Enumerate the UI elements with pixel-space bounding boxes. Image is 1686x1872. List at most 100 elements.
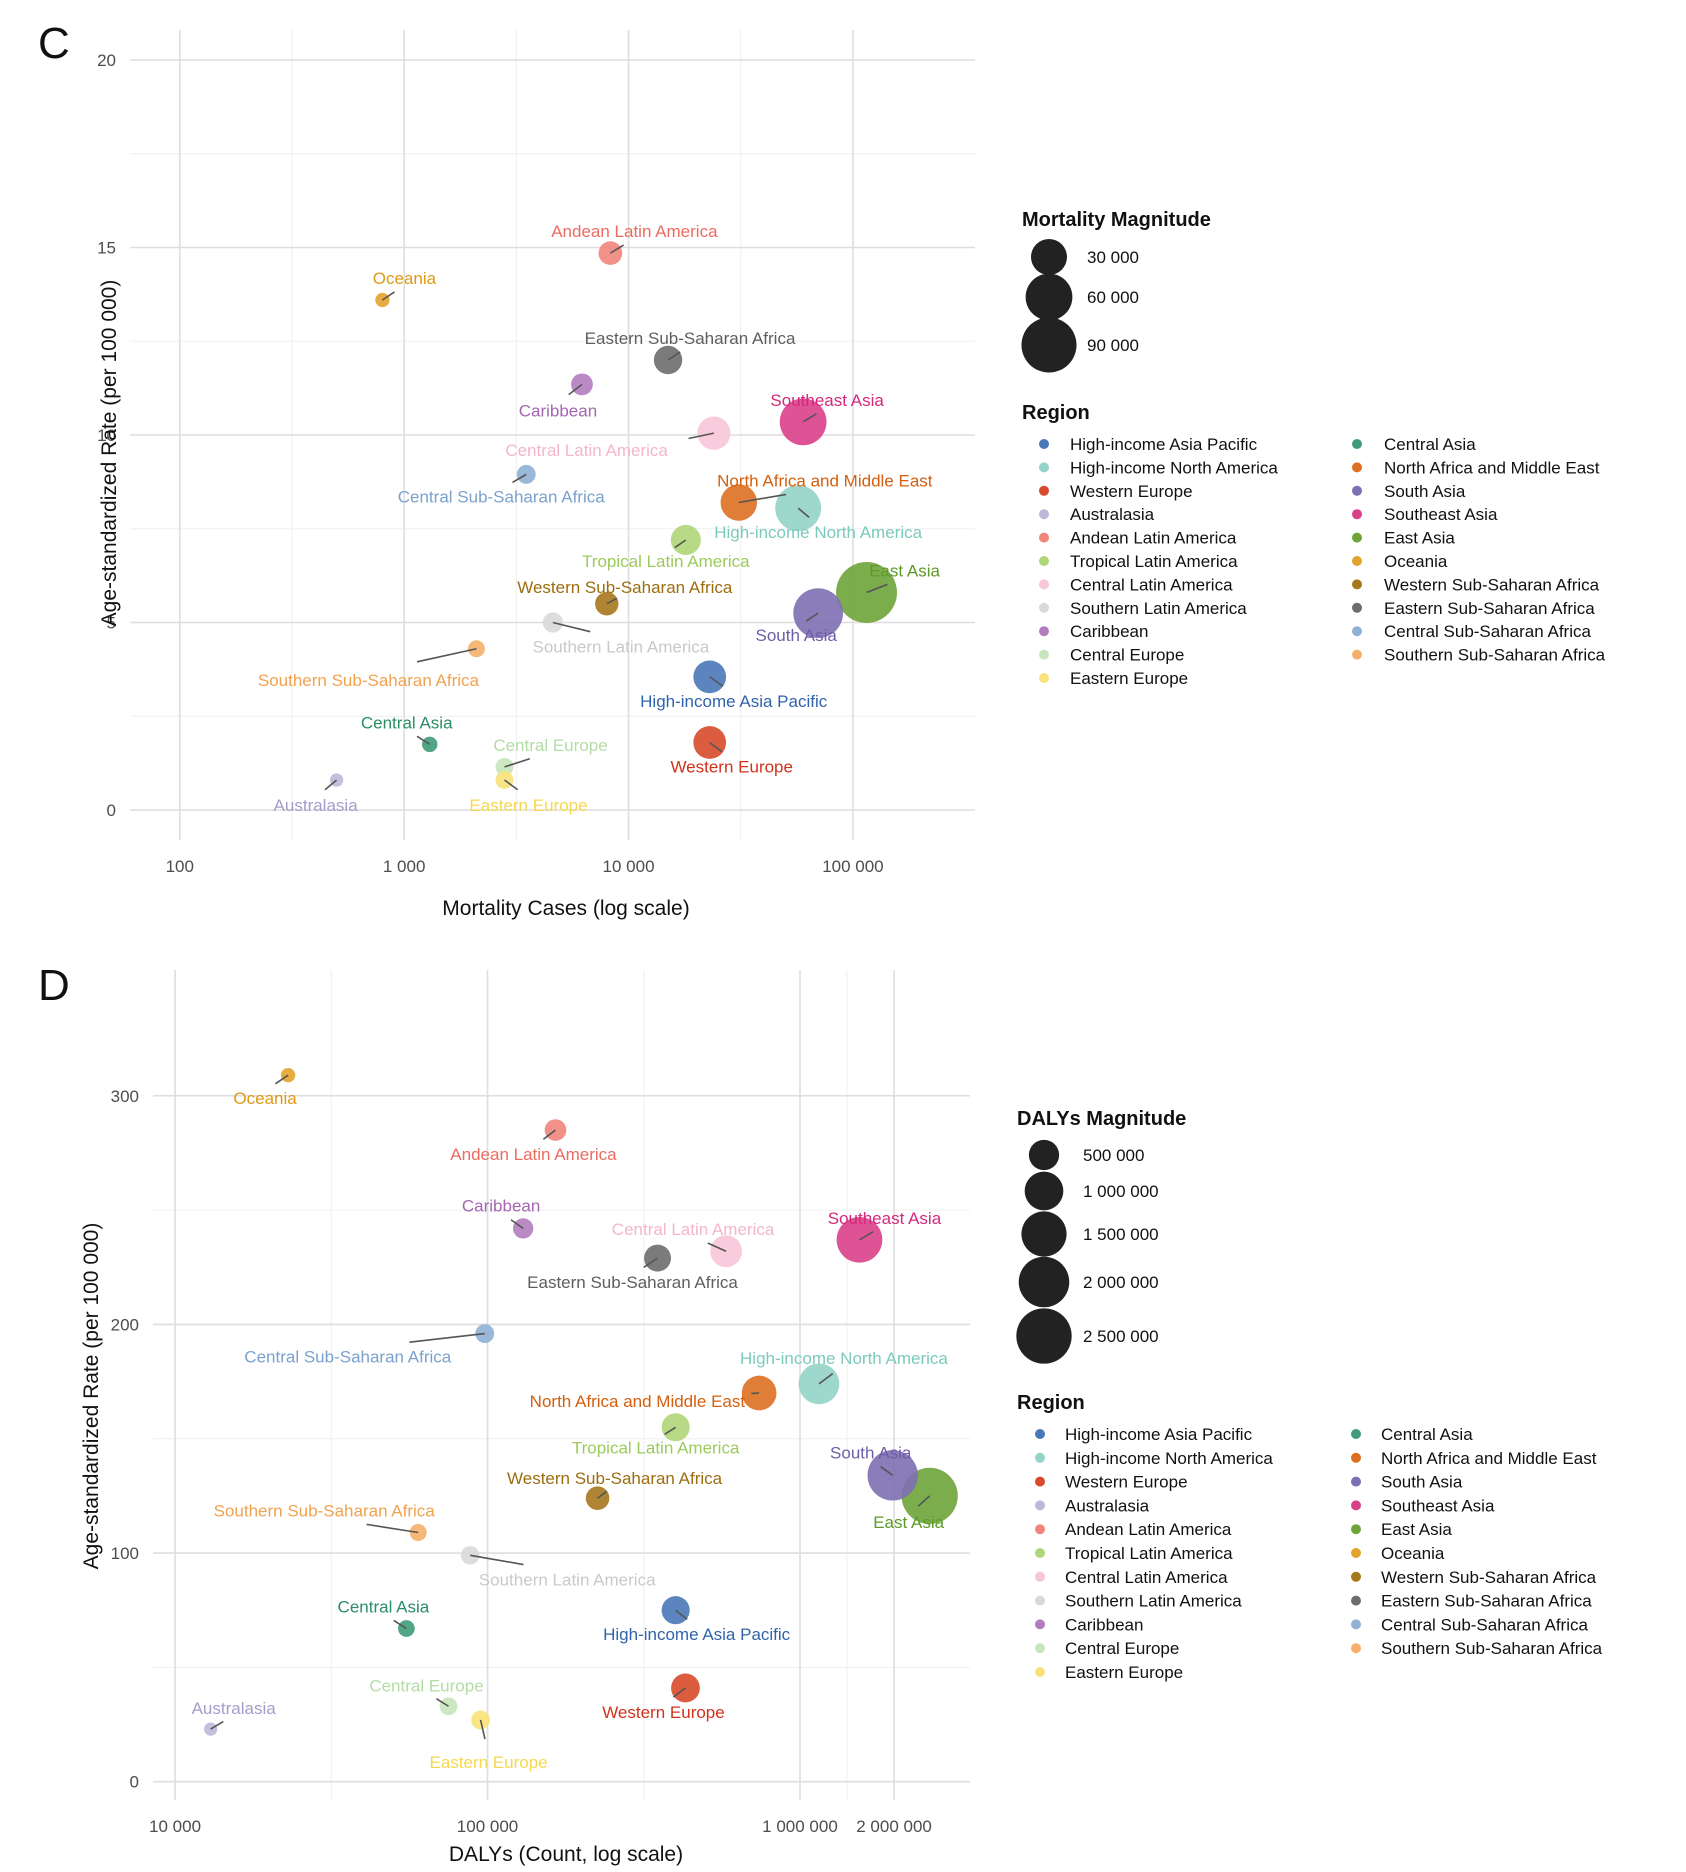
y-axis-title: Age-standardized Rate (per 100 000) [98,280,121,627]
region-legend-key [1035,1452,1045,1463]
region-legend-label: Central Europe [1070,646,1184,665]
leader-line [324,779,338,791]
panel-d: D 0 100 200 300 10 000 100 000 1 000 000 2 000 0… [38,961,1603,1866]
leader-line [393,1619,407,1630]
point-label: Southern Latin America [533,638,710,657]
region-legend-label: Central Asia [1384,435,1476,454]
leader-line [479,1719,486,1740]
region-legend-key [1035,1524,1045,1535]
point-label: Central Latin America [612,1220,775,1239]
leader-line [416,735,431,746]
region-legend-key [1039,509,1049,520]
region-legend-key [1039,626,1049,637]
grid [130,30,975,840]
leader-line [674,539,687,549]
y-tick-label: 0 [130,1773,139,1792]
point-label: Tropical Latin America [572,1438,740,1457]
point-north-africa-and-middle-east [741,1375,777,1411]
point-label: Oceania [233,1089,297,1108]
region-legend-key [1035,1571,1045,1582]
region-legend-label: North Africa and Middle East [1384,458,1600,477]
point-caribbean [571,373,593,396]
region-legend-key [1035,1500,1045,1511]
x-tick-label: 1 000 [383,857,426,876]
region-legend-label: Central Sub-Saharan Africa [1381,1615,1588,1634]
leader-line [274,1074,289,1085]
region-legend-label: Andean Latin America [1070,529,1237,548]
leader-line [707,1242,727,1252]
panel-letter: D [38,961,70,1010]
region-legend-key [1351,1476,1361,1487]
leader-line [381,291,395,301]
leader-line [709,676,724,687]
point-label: Caribbean [519,401,597,420]
region-legend-key [1351,1595,1361,1606]
region-legend-label: Southern Sub-Saharan Africa [1384,646,1606,665]
point-label: High-income Asia Pacific [603,1625,791,1644]
region-legend-label: Oceania [1384,552,1448,571]
leader-line [709,741,723,753]
region-legend-key [1039,439,1049,449]
point-label: Central Asia [361,713,453,732]
point-eastern-europe [471,1710,490,1730]
leader-line [805,612,819,622]
point-label: High-income North America [740,1349,948,1368]
region-legend-key [1351,1643,1361,1654]
region-legend-key [1035,1667,1045,1677]
point-label: Western Europe [670,758,793,777]
leader-line [409,1332,485,1343]
region-legend-key [1351,1571,1361,1582]
x-tick-label: 1 000 000 [762,1817,838,1836]
leader-line [470,1554,524,1566]
point-label: Southeast Asia [770,391,884,410]
point-label: Central Europe [369,1676,483,1695]
leader-line [688,432,715,440]
region-legend-label: Eastern Sub-Saharan Africa [1381,1592,1592,1611]
leader-line [866,583,888,594]
region-legend-key [1039,673,1049,683]
size-legend-label: 1 500 000 [1083,1225,1159,1244]
leader-line [504,758,531,768]
point-oceania [280,1068,296,1083]
leader-line [738,493,787,504]
point-label: Eastern Sub-Saharan Africa [527,1273,738,1292]
point-label: Southern Sub-Saharan Africa [258,671,480,690]
size-legend-key [1016,1308,1072,1364]
region-legend-key [1039,556,1049,566]
point-label: Andean Latin America [450,1145,617,1164]
size-legend-key [1028,1139,1060,1171]
region-legend-label: Caribbean [1065,1615,1143,1634]
region-legend-label: High-income North America [1070,458,1278,477]
point-label: North Africa and Middle East [530,1392,746,1411]
region-legend-key [1035,1619,1045,1630]
point-label: Andean Latin America [551,222,718,241]
region-legend-key [1039,485,1049,496]
size-legend-label: 2 000 000 [1083,1273,1159,1292]
region-legend-label: Central Latin America [1065,1568,1228,1587]
leader-line [416,647,477,663]
grid [153,970,970,1800]
point-label: High-income Asia Pacific [640,692,828,711]
region-legend-key [1035,1595,1045,1606]
size-legend-key [1018,1256,1070,1308]
point-label: East Asia [873,1513,944,1532]
size-legend-title: Mortality Magnitude [1022,209,1211,231]
point-label: South Asia [756,626,838,645]
leader-line [568,383,583,396]
point-label: Australasia [192,1699,277,1718]
region-legend-label: North Africa and Middle East [1381,1449,1597,1468]
y-axis-title: Age-standardized Rate (per 100 000) [80,1223,103,1570]
region-legend-key [1352,602,1362,613]
size-legend-key [1025,273,1073,321]
point-labels: Oceania Andean Latin America Caribbean Cent… [192,1074,948,1772]
leader-line [667,351,681,361]
y-tick-label: 200 [111,1315,139,1334]
region-legend-key [1352,579,1362,590]
point-label: Eastern Sub-Saharan Africa [585,329,796,348]
region-legend-key [1352,462,1362,473]
point-label: Southern Latin America [479,1570,656,1589]
x-axis-title: Mortality Cases (log scale) [442,897,689,920]
region-legend-key [1039,462,1049,473]
region-legend-label: Southern Latin America [1070,599,1247,618]
region-legend: Region High-income Asia Pacific High-incom… [1022,402,1606,688]
